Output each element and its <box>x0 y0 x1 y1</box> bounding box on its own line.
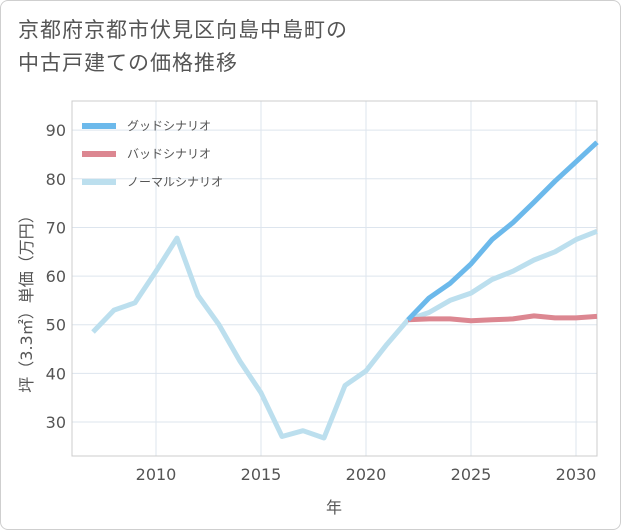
series-lines <box>91 140 599 441</box>
legend-label-1: バッドシナリオ <box>127 147 211 161</box>
series-line-2 <box>91 228 598 441</box>
y-tick-label-30: 30 <box>46 413 66 432</box>
legend-label-2: ノーマルシナリオ <box>127 175 223 189</box>
x-axis-ticks: 2010 2015 2020 2025 2030 <box>136 465 597 484</box>
chart-title: 京都府京都市伏見区向島中島町の 中古戸建ての価格推移 <box>18 14 348 80</box>
y-tick-label-40: 40 <box>46 364 66 383</box>
plot-area-border <box>71 100 598 457</box>
series-line-0 <box>406 140 599 322</box>
x-tick-label-2025: 2025 <box>451 465 492 484</box>
x-tick-label-2020: 2020 <box>346 465 387 484</box>
y-tick-label-50: 50 <box>46 316 66 335</box>
y-axis-label: 坪（3.3㎡）単価（万円） <box>17 207 36 392</box>
y-tick-label-80: 80 <box>46 170 66 189</box>
x-tick-label-2010: 2010 <box>136 465 177 484</box>
x-tick-label-2015: 2015 <box>241 465 282 484</box>
x-axis-label: 年 <box>326 498 342 517</box>
grid-lines <box>72 101 597 456</box>
y-tick-label-70: 70 <box>46 218 66 237</box>
x-tick-label-2030: 2030 <box>556 465 597 484</box>
chart-title-line2: 中古戸建ての価格推移 <box>18 51 238 75</box>
chart-title-line1: 京都府京都市伏見区向島中島町の <box>18 18 348 42</box>
y-tick-label-60: 60 <box>46 267 66 286</box>
series-line-1 <box>407 313 598 324</box>
y-tick-label-90: 90 <box>46 121 66 140</box>
legend-label-0: グッドシナリオ <box>127 119 211 133</box>
y-axis-ticks: 30 40 50 60 70 80 90 <box>46 121 66 432</box>
